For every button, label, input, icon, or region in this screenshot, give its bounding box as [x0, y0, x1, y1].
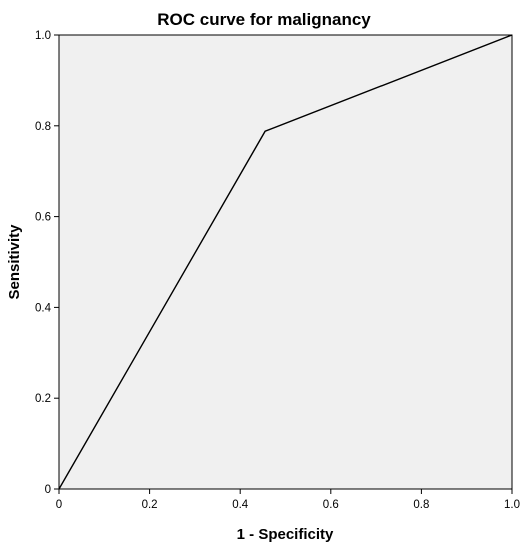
y-axis-ticks: 0 0.2 0.4 0.6 0.8 1.0 [35, 30, 59, 496]
y-axis-label: Sensitivity [6, 224, 23, 300]
x-tick-label: 0.4 [232, 499, 249, 511]
x-axis-ticks: 0 0.2 0.4 0.6 0.8 1.0 [56, 489, 520, 511]
plot-area [58, 34, 513, 490]
x-tick-label: 0 [56, 499, 62, 511]
chart-title: ROC curve for malignancy [157, 10, 371, 29]
series-layer [58, 34, 513, 490]
roc-curve-line [58, 34, 513, 490]
x-tick-label: 0.8 [413, 499, 429, 511]
x-tick-label: 0.2 [142, 499, 158, 511]
y-tick-label: 0.2 [35, 393, 51, 405]
x-axis-label: 1 - Specificity [237, 526, 334, 543]
y-tick-label: 0.8 [35, 121, 51, 133]
x-tick-label: 1.0 [504, 499, 520, 511]
y-tick-label: 0.6 [35, 212, 51, 224]
y-tick-label: 0.4 [35, 302, 52, 314]
y-tick-label: 1.0 [35, 30, 51, 42]
x-tick-label: 0.6 [323, 499, 339, 511]
y-tick-label: 0 [45, 484, 51, 496]
